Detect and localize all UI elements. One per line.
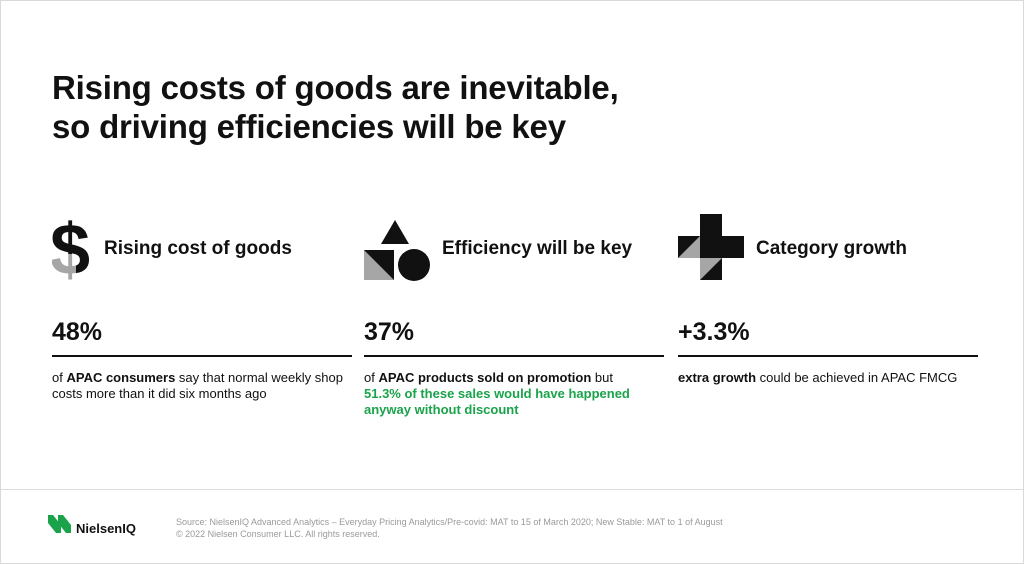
desc-prefix: of <box>52 370 67 385</box>
desc-rest: but <box>591 370 613 385</box>
column-header: $ $ Rising cost of goods <box>52 214 352 284</box>
page-title: Rising costs of goods are inevitable, so… <box>52 68 872 146</box>
source-line: Source: NielsenIQ Advanced Analytics – E… <box>176 517 723 527</box>
stat-description: of APAC products sold on promotion but 5… <box>364 370 664 418</box>
plus-icon <box>678 214 744 280</box>
logo-text: NielsenIQ <box>76 521 136 536</box>
nielseniq-logo: NielsenIQ <box>48 511 136 536</box>
divider <box>678 355 978 357</box>
shapes-icon <box>364 220 430 281</box>
stat-column-efficiency: Efficiency will be key 37% of APAC produ… <box>364 214 664 417</box>
stat-value: +3.3% <box>678 318 750 346</box>
column-header: Efficiency will be key <box>364 214 664 284</box>
desc-prefix: of <box>364 370 379 385</box>
title-line-1: Rising costs of goods are inevitable, <box>52 69 619 106</box>
logo-mark-icon <box>48 514 71 533</box>
stat-column-category-growth: Category growth +3.3% extra growth could… <box>678 214 978 385</box>
stat-value: 48% <box>52 318 103 346</box>
column-heading: Rising cost of goods <box>104 238 292 259</box>
stat-description: of APAC consumers say that normal weekly… <box>52 370 352 402</box>
stat-column-rising-cost: $ $ Rising cost of goods 48% of APAC con… <box>52 214 352 401</box>
desc-highlight: 51.3% of these sales would have happened… <box>364 386 630 417</box>
stat-description: extra growth could be achieved in APAC F… <box>678 370 978 386</box>
desc-bold: APAC products sold on promotion <box>378 370 592 385</box>
title-line-2: so driving efficiencies will be key <box>52 108 566 145</box>
copyright-line: © 2022 Nielsen Consumer LLC. All rights … <box>176 529 380 539</box>
desc-bold: APAC consumers <box>66 370 176 385</box>
dollar-icon: $ $ <box>52 214 90 284</box>
column-heading: Category growth <box>756 238 907 259</box>
desc-bold: extra growth <box>678 370 757 385</box>
footer-divider <box>0 489 1024 490</box>
divider <box>52 355 352 357</box>
stat-value: 37% <box>364 318 415 346</box>
column-header: Category growth <box>678 214 978 284</box>
desc-rest: could be achieved in APAC FMCG <box>756 370 958 385</box>
source-note: Source: NielsenIQ Advanced Analytics – E… <box>176 516 976 540</box>
desc-rest: say that normal weekly shop costs more t… <box>52 370 343 401</box>
divider <box>364 355 664 357</box>
svg-text:$: $ <box>52 214 90 284</box>
column-heading: Efficiency will be key <box>442 238 633 259</box>
